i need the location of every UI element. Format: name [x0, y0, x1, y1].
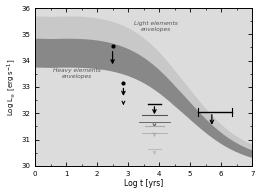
Text: Light elements
envelopes: Light elements envelopes: [134, 21, 178, 32]
X-axis label: Log t [yrs]: Log t [yrs]: [124, 179, 163, 188]
Y-axis label: Log L$_{\infty}$ [erg s$^{-1}$]: Log L$_{\infty}$ [erg s$^{-1}$]: [5, 58, 18, 116]
Text: Heavy elements
envelopes: Heavy elements envelopes: [53, 68, 101, 79]
